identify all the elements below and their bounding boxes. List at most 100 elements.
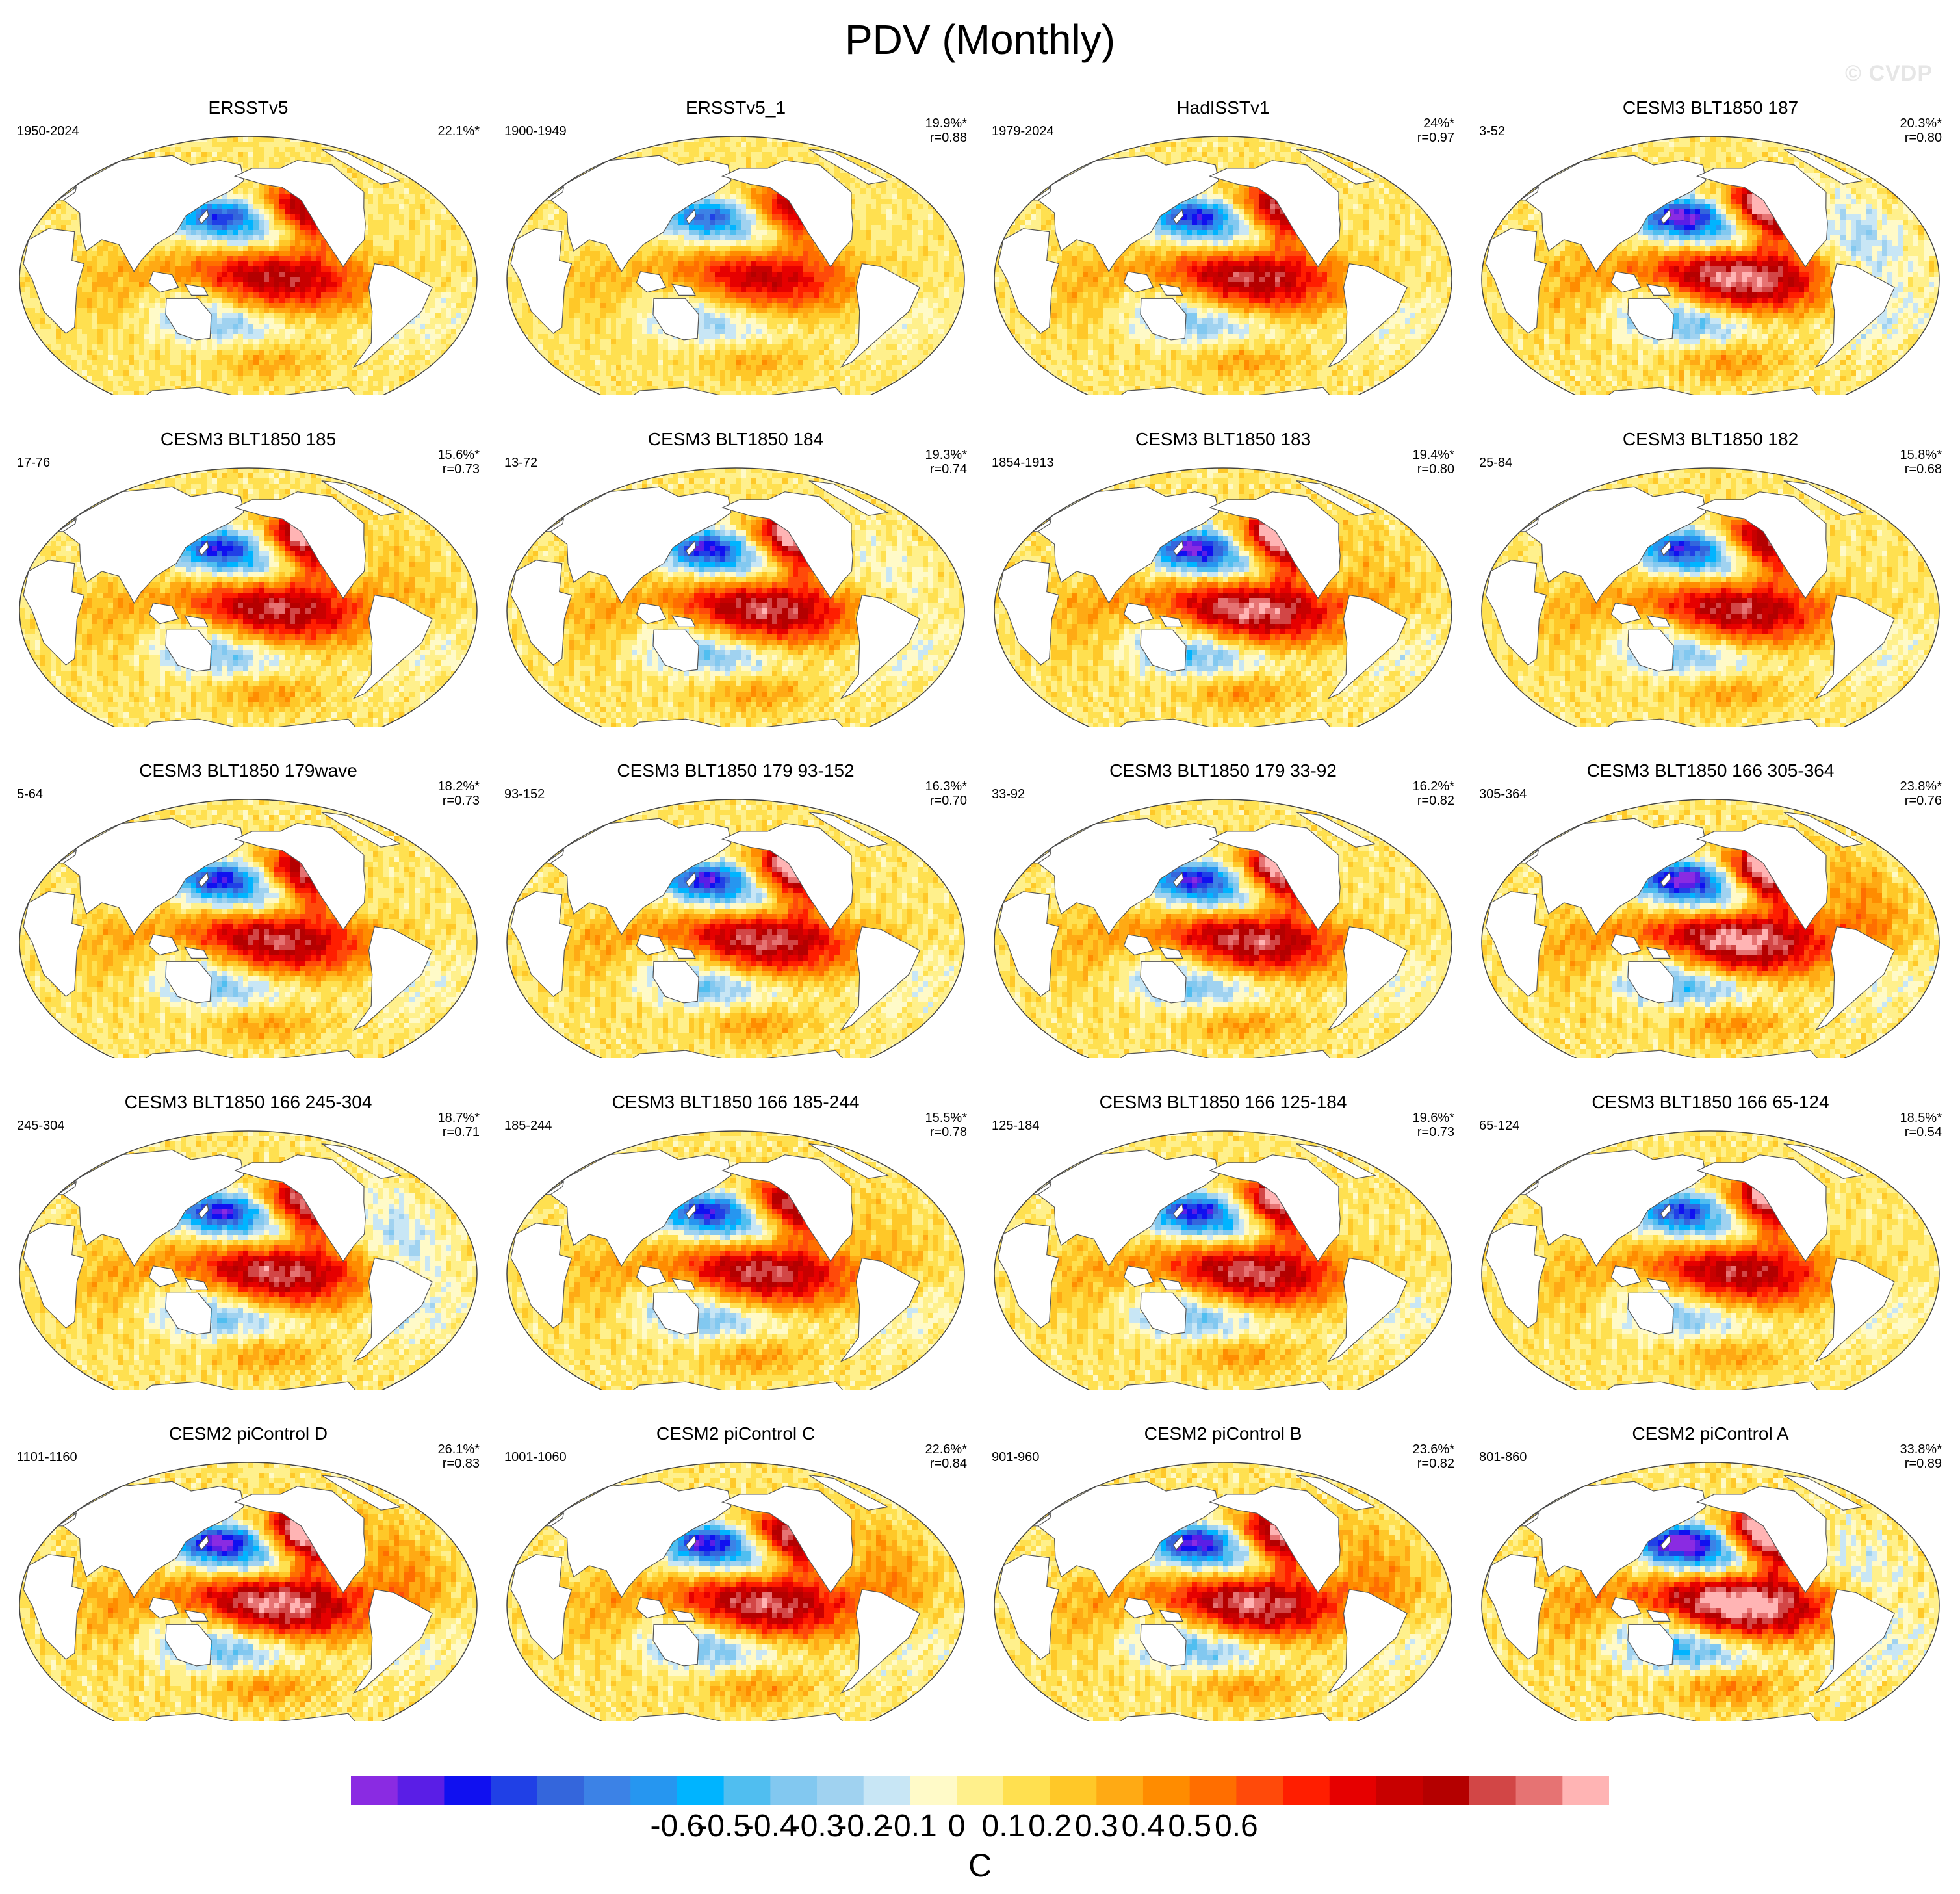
sst-field [507, 1131, 965, 1390]
colorbar-box [630, 1776, 677, 1805]
colorbar-box [1143, 1776, 1190, 1805]
sst-map [983, 1455, 1464, 1721]
colorbar-box [491, 1776, 537, 1805]
sst-field [19, 799, 478, 1058]
sst-map [8, 792, 489, 1058]
map-panel: CESM3 BLT1850 184 13-72 19.3%* r=0.74 [495, 428, 976, 727]
panel-title: CESM2 piControl D [8, 1422, 489, 1446]
sst-field [1482, 1462, 1940, 1721]
sst-map [983, 1123, 1464, 1390]
colorbar-box [677, 1776, 724, 1805]
sst-field [19, 1462, 478, 1721]
colorbar-box [910, 1776, 957, 1805]
sst-field [507, 136, 965, 395]
map-panel: CESM3 BLT1850 187 3-52 20.3%* r=0.80 [1470, 96, 1951, 395]
sst-field [507, 468, 965, 727]
sst-map [495, 792, 976, 1058]
colorbar-unit: C [941, 1846, 1019, 1885]
map-panel: CESM2 piControl D 1101-1160 26.1%* r=0.83 [8, 1422, 489, 1721]
map-panel: CESM3 BLT1850 166 305-364 305-364 23.8%* r=… [1470, 759, 1951, 1058]
panel-title: CESM3 BLT1850 166 125-184 [983, 1091, 1464, 1114]
map-panel: HadISSTv1 1979-2024 24%* r=0.97 [983, 96, 1464, 395]
colorbar-box [1236, 1776, 1283, 1805]
sst-map [8, 460, 489, 727]
panel-title: CESM3 BLT1850 179wave [8, 759, 489, 783]
sst-map [8, 1123, 489, 1390]
sst-field [19, 468, 478, 727]
sst-map [495, 1455, 976, 1721]
map-panel: CESM3 BLT1850 183 1854-1913 19.4%* r=0.80 [983, 428, 1464, 727]
map-panel: CESM3 BLT1850 166 65-124 65-124 18.5%* r=0.… [1470, 1091, 1951, 1390]
sst-map [983, 460, 1464, 727]
map-panel: CESM3 BLT1850 179 33-92 33-92 16.2%* r=0.82 [983, 759, 1464, 1058]
sst-field [994, 1131, 1452, 1390]
sst-field [19, 1131, 478, 1390]
sst-map [983, 129, 1464, 395]
map-panel: CESM3 BLT1850 166 125-184 125-184 19.6%* r=… [983, 1091, 1464, 1390]
sst-map [495, 460, 976, 727]
colorbar-box [1516, 1776, 1563, 1805]
map-panel: CESM3 BLT1850 166 245-304 245-304 18.7%* r=… [8, 1091, 489, 1390]
sst-map [1470, 792, 1951, 1058]
sst-field [1482, 1131, 1940, 1390]
colorbar-box [444, 1776, 491, 1805]
colorbar-box [584, 1776, 631, 1805]
map-panel: CESM3 BLT1850 166 185-244 185-244 15.5%* r=… [495, 1091, 976, 1390]
sst-map [983, 792, 1464, 1058]
colorbar-box [1469, 1776, 1516, 1805]
colorbar-tick-label: 0.6 [1197, 1806, 1275, 1847]
panel-title: CESM3 BLT1850 179 93-152 [495, 759, 976, 783]
colorbar-box [770, 1776, 817, 1805]
colorbar-box [1190, 1776, 1237, 1805]
colorbar-box [351, 1776, 398, 1805]
sst-map [8, 129, 489, 395]
panel-title: CESM2 piControl A [1470, 1422, 1951, 1446]
map-panel: CESM2 piControl B 901-960 23.6%* r=0.82 [983, 1422, 1464, 1721]
colorbar-box [1003, 1776, 1050, 1805]
map-panel: ERSSTv5_1 1900-1949 19.9%* r=0.88 [495, 96, 976, 395]
panel-title: CESM3 BLT1850 179 33-92 [983, 759, 1464, 783]
map-panel: CESM3 BLT1850 185 17-76 15.6%* r=0.73 [8, 428, 489, 727]
colorbar [351, 1776, 1609, 1805]
panel-title: CESM3 BLT1850 185 [8, 428, 489, 451]
sst-field [507, 1462, 965, 1721]
colorbar-box [864, 1776, 910, 1805]
panel-title: CESM2 piControl B [983, 1422, 1464, 1446]
map-panel: ERSSTv5 1950-2024 22.1%* [8, 96, 489, 395]
sst-field [994, 136, 1452, 395]
colorbar-box [1050, 1776, 1097, 1805]
sst-map [1470, 1123, 1951, 1390]
colorbar-box [537, 1776, 584, 1805]
panel-title: HadISSTv1 [983, 96, 1464, 120]
sst-map [495, 1123, 976, 1390]
panel-title: CESM3 BLT1850 166 65-124 [1470, 1091, 1951, 1114]
panel-title: CESM3 BLT1850 182 [1470, 428, 1951, 451]
map-panel: CESM2 piControl A 801-860 33.8%* r=0.89 [1470, 1422, 1951, 1721]
panel-title: CESM3 BLT1850 166 305-364 [1470, 759, 1951, 783]
map-panel: CESM3 BLT1850 182 25-84 15.8%* r=0.68 [1470, 428, 1951, 727]
sst-field [507, 799, 965, 1058]
sst-map [1470, 460, 1951, 727]
colorbar-box [1096, 1776, 1143, 1805]
map-panel: CESM2 piControl C 1001-1060 22.6%* r=0.84 [495, 1422, 976, 1721]
colorbar-box [1562, 1776, 1609, 1805]
panel-title: ERSSTv5 [8, 96, 489, 120]
sst-map [8, 1455, 489, 1721]
sst-field [1482, 136, 1940, 395]
sst-field [1482, 468, 1940, 727]
colorbar-box [1283, 1776, 1330, 1805]
panel-title: CESM3 BLT1850 187 [1470, 96, 1951, 120]
colorbar-box [398, 1776, 445, 1805]
sst-field [1482, 799, 1940, 1058]
panel-title: CESM3 BLT1850 166 245-304 [8, 1091, 489, 1114]
sst-field [19, 136, 478, 395]
colorbar-box [957, 1776, 1003, 1805]
colorbar-box [1376, 1776, 1423, 1805]
panel-title: CESM3 BLT1850 183 [983, 428, 1464, 451]
colorbar-box [724, 1776, 771, 1805]
map-panel: CESM3 BLT1850 179wave 5-64 18.2%* r=0.73 [8, 759, 489, 1058]
sst-field [994, 1462, 1452, 1721]
colorbar-box [1330, 1776, 1376, 1805]
sst-map [1470, 129, 1951, 395]
